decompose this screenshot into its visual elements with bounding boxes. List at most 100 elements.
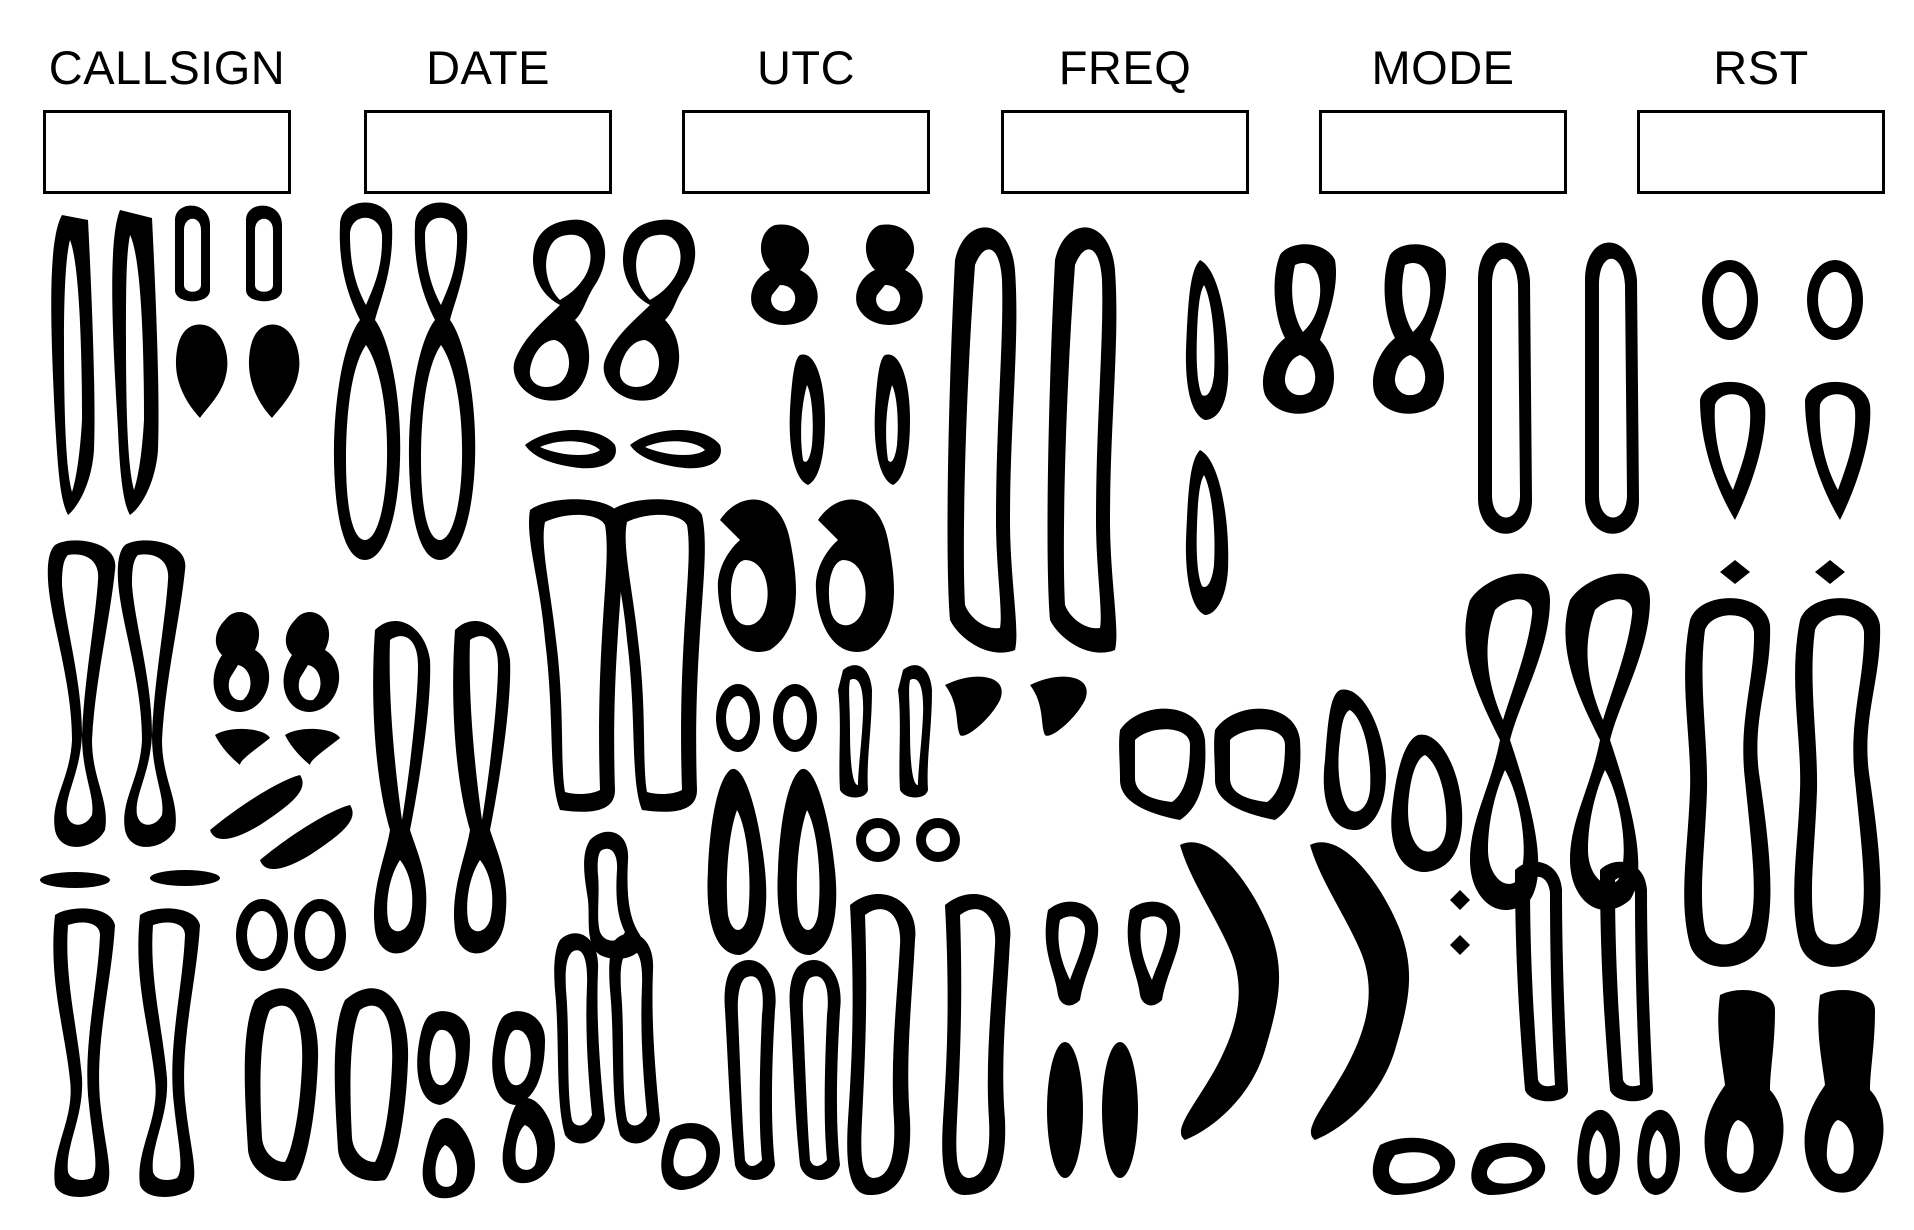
glyph-shape [1262, 244, 1337, 414]
rst-field: RST [1637, 40, 1885, 195]
glyph-shape [1214, 708, 1301, 820]
glyph-shape [422, 1118, 475, 1199]
glyph-shape [1815, 560, 1845, 584]
glyph-shape [707, 768, 767, 955]
glyph-shape [724, 960, 776, 1180]
glyph-shape [661, 1122, 720, 1190]
glyph-shape [610, 499, 705, 812]
glyph-shape [1185, 260, 1229, 420]
date-input[interactable] [364, 110, 612, 194]
glyph-shape [1127, 901, 1181, 1006]
glyph-shape [333, 202, 401, 560]
glyph-shape [1577, 1109, 1620, 1195]
glyph-shape [1180, 842, 1280, 1140]
freq-input[interactable] [1001, 110, 1249, 194]
glyph-shape [1119, 708, 1206, 820]
glyph-shape [1805, 381, 1871, 520]
glyph-shape [453, 621, 511, 954]
glyph-shape [584, 831, 642, 959]
glyph-shape [1372, 244, 1447, 414]
glyph-shape [1704, 990, 1784, 1193]
glyph-shape [630, 430, 721, 469]
freq-field: FREQ [1001, 40, 1249, 195]
glyph-shape [492, 1011, 545, 1105]
glyph-shape [373, 621, 431, 954]
glyph-shape [1600, 861, 1653, 1102]
rst-input[interactable] [1637, 110, 1885, 194]
glyph-shape [942, 893, 1011, 1195]
glyph-shape [260, 805, 353, 870]
glyph-shape [175, 205, 210, 302]
mode-field: MODE [1319, 40, 1567, 195]
glyph-shape [1450, 890, 1470, 910]
glyph-shape [1045, 901, 1099, 1006]
mode-input[interactable] [1319, 110, 1567, 194]
glyph-shape [1185, 450, 1229, 615]
glyph-shape [175, 324, 228, 418]
glyph-shape [248, 324, 300, 418]
glyph-shape [1478, 242, 1532, 534]
glyph-shape [1465, 573, 1550, 911]
glyph-shape [1684, 598, 1771, 967]
utc-input[interactable] [682, 110, 930, 194]
callsign-field: CALLSIGN [43, 40, 291, 195]
glyph-shape [528, 499, 623, 812]
glyph-shape [815, 499, 894, 652]
glyph-shape [285, 728, 340, 765]
glyph-shape [1372, 1137, 1456, 1195]
glyph-shape [1585, 242, 1639, 534]
glyph-shape [112, 210, 159, 515]
glyph-shape [244, 988, 319, 1181]
callsign-label: CALLSIGN [48, 41, 286, 94]
utc-label: UTC [756, 41, 856, 94]
glyph-shape [717, 499, 796, 652]
glyph-shape [1720, 560, 1750, 584]
glyph-shape [1047, 227, 1117, 653]
glyph-shape [215, 728, 270, 765]
glyph-shape [1804, 990, 1884, 1193]
date-field: DATE [364, 40, 612, 195]
glyph-shape [53, 908, 115, 1197]
glyph-shape [138, 908, 200, 1197]
glyph-shape [751, 224, 818, 325]
mode-label: MODE [1371, 41, 1515, 94]
glyph-shape [1471, 1142, 1546, 1195]
glyph-shape [246, 205, 282, 302]
glyph-shape [1030, 676, 1087, 736]
glyph-shape [51, 215, 95, 515]
glyph-shape [898, 665, 932, 798]
glyph-shape [777, 768, 837, 955]
glyph-shape [945, 676, 1002, 736]
glyph-shape [847, 893, 916, 1195]
date-label: DATE [426, 41, 550, 94]
glyph-shape [502, 1098, 555, 1184]
glyph-shape [838, 665, 872, 798]
glyph-shape [947, 227, 1017, 653]
glyph-shape [1794, 598, 1881, 967]
glyph-shape [789, 960, 841, 1180]
glyph-shape [1515, 861, 1568, 1102]
glyph-shape [525, 430, 616, 469]
glyph-shape [117, 540, 186, 847]
glyph-shape [1450, 935, 1470, 955]
glyph-shape [210, 775, 303, 840]
glyph-shape [874, 354, 910, 485]
glyph-shape [603, 219, 696, 401]
glyph-shape [283, 611, 340, 712]
glyph-shape [1565, 573, 1650, 911]
glyph-shape [1637, 1109, 1680, 1195]
glyph-shape [609, 933, 660, 1144]
freq-label: FREQ [1058, 41, 1192, 94]
glyph-shape [513, 219, 606, 401]
rst-label: RST [1713, 41, 1809, 94]
glyph-shape [1700, 381, 1766, 520]
glyph-shape [1310, 842, 1410, 1140]
glyph-shape [47, 540, 116, 847]
callsign-input[interactable] [43, 110, 291, 194]
glyph-shape [789, 354, 825, 485]
glyph-shape [334, 988, 409, 1181]
glyph-shape [417, 1011, 470, 1105]
glyph-shape [856, 224, 923, 325]
glyph-shape [408, 202, 476, 560]
